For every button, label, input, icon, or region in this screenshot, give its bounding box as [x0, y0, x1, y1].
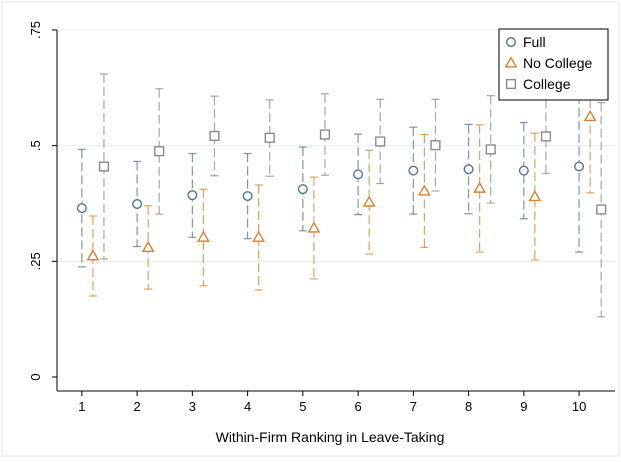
point-1-5 — [362, 195, 376, 207]
point-1-9 — [583, 109, 597, 122]
x-tick-label-2: 3 — [189, 399, 196, 414]
series-full — [77, 94, 584, 268]
point-1-3 — [252, 230, 266, 242]
x-tick-label-0: 1 — [78, 399, 85, 414]
point-2-8 — [540, 131, 552, 142]
point-1-0 — [86, 249, 100, 261]
x-tick-label-6: 7 — [410, 399, 417, 414]
point-0-4 — [297, 184, 308, 195]
point-0-6 — [408, 165, 419, 176]
x-tick-label-4: 5 — [299, 399, 306, 414]
point-1-2 — [196, 230, 210, 242]
series-no-college — [88, 85, 595, 297]
x-axis-title: Within-Firm Ranking in Leave-Taking — [216, 429, 445, 445]
y-tick-label-3: .75 — [28, 21, 43, 39]
point-1-8 — [528, 189, 542, 202]
x-tick-label-5: 6 — [354, 399, 361, 414]
legend-box — [498, 28, 609, 101]
x-tick-label-3: 4 — [244, 399, 251, 414]
point-0-8 — [518, 165, 529, 176]
legend-marker-0 — [506, 37, 517, 48]
point-2-5 — [375, 136, 386, 147]
point-2-2 — [209, 130, 220, 142]
x-tick-label-9: 10 — [572, 399, 586, 414]
point-0-3 — [242, 191, 253, 202]
point-0-9 — [574, 161, 585, 172]
point-1-1 — [141, 240, 155, 253]
point-2-9 — [596, 204, 607, 215]
point-0-5 — [353, 169, 364, 180]
legend-label-0: Full — [523, 34, 546, 50]
point-2-4 — [319, 129, 331, 140]
point-2-7 — [485, 144, 496, 155]
legend-label-1: No College — [523, 55, 592, 71]
series-college — [99, 73, 606, 318]
point-0-2 — [187, 190, 198, 201]
x-tick-label-8: 9 — [520, 399, 527, 414]
y-tick-label-2: .5 — [28, 140, 43, 151]
point-0-1 — [132, 198, 143, 209]
x-tick-label-1: 2 — [133, 399, 140, 414]
x-tick-label-7: 8 — [465, 399, 472, 414]
point-1-7 — [473, 181, 487, 193]
point-2-6 — [430, 140, 441, 151]
point-0-7 — [463, 164, 474, 175]
y-tick-label-0: 0 — [28, 373, 43, 380]
legend-label-2: College — [523, 76, 571, 92]
point-0-0 — [76, 203, 87, 214]
point-2-1 — [154, 146, 165, 157]
point-2-3 — [264, 132, 275, 143]
point-1-6 — [417, 184, 431, 196]
point-2-0 — [98, 161, 110, 172]
point-1-4 — [307, 221, 321, 233]
y-tick-label-1: .25 — [28, 252, 43, 270]
legend-marker-1 — [504, 56, 518, 68]
legend-marker-2 — [505, 78, 517, 90]
